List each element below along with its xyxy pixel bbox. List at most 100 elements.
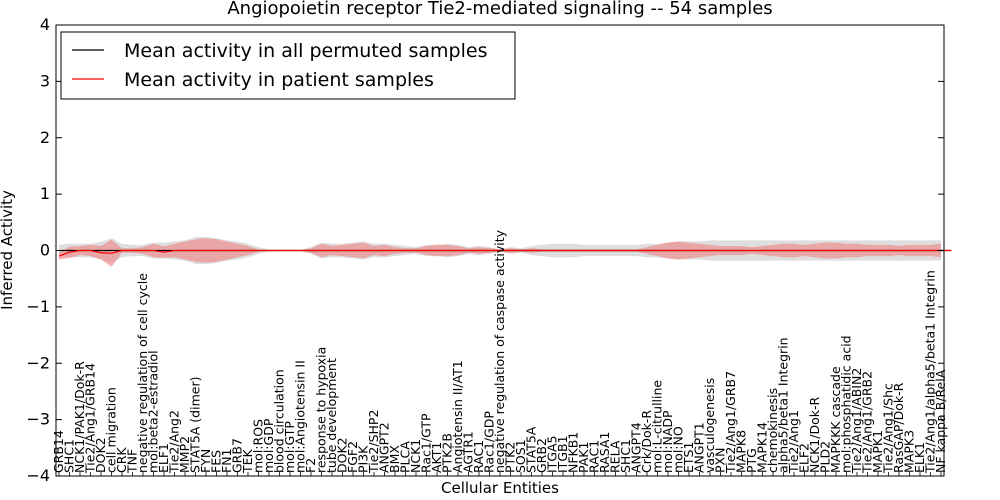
x-tick-label: FN1 [219, 449, 234, 474]
x-tick-label: Tie2/Ang2 [167, 410, 182, 474]
y-tick-label: −1 [26, 297, 50, 316]
x-tick-label: TNF [125, 449, 140, 474]
x-tick-label: DOK2 [335, 437, 350, 473]
x-tick-label: GRB14 [51, 430, 66, 473]
x-tick-label: RasGAP/Dok-R [891, 382, 906, 473]
x-tick-label: Tie2/Ang1/GRB2 [860, 371, 875, 474]
x-tick-label: NF kappa B/RelA [933, 369, 948, 473]
y-tick-label: 2 [40, 128, 50, 147]
x-tick-label: mol:beta2-estradiol [146, 350, 161, 473]
x-tick-label: response to hypoxia [314, 347, 329, 473]
y-tick-label: −2 [26, 353, 50, 372]
x-tick-label: TEK [240, 448, 255, 474]
x-tick-label: NCK1 [408, 439, 423, 473]
x-tick-label: AGTR1 [461, 431, 476, 473]
x-tick-label: Tie2/Ang1/alpha5/beta1 Integrin [923, 270, 938, 474]
x-tick-label: ITGA5 [545, 435, 560, 473]
x-tick-label: PTG [744, 448, 759, 473]
x-tick-label: MMP2 [177, 436, 192, 473]
x-tick-label: negative regulation of cell cycle [135, 273, 150, 473]
x-tick-label: PTK2B [440, 433, 455, 473]
x-tick-label: NCK1/PAK1/Dok-R [72, 361, 87, 473]
x-tick-label: Tie2/Ang1/GRB7 [723, 371, 738, 474]
x-tick-label: SHC1 [618, 439, 633, 473]
x-tick-label: ETS1 [681, 442, 696, 473]
x-tick-label: ELF2 [797, 443, 812, 473]
x-tick-label: RAC1 [471, 440, 486, 473]
x-axis-title: Cellular Entities [441, 479, 559, 497]
y-tick-label: 3 [40, 71, 50, 90]
x-tick-label: SHC1 [62, 439, 77, 473]
x-tick-label: mol:L-citrulline [650, 380, 665, 473]
x-tick-label: PAK1 [576, 442, 591, 473]
lines-layer [58, 249, 952, 257]
y-tick-label: 1 [40, 184, 50, 203]
x-tick-label: chemokinesis [765, 388, 780, 473]
x-tick-label: mol:GTP [282, 421, 297, 473]
x-tick-label: FES [209, 450, 224, 473]
x-tick-label: ANGPT1 [692, 422, 707, 473]
x-tick-label: FGF2 [345, 441, 360, 473]
x-tick-label: DOK2 [93, 437, 108, 473]
x-tick-label: ITGB1 [555, 435, 570, 473]
x-tick-label: Tie2/Ang1/Shc [881, 383, 896, 474]
x-tick-label: mol:ROS [251, 419, 266, 473]
x-tick-label: GRB7 [230, 438, 245, 473]
x-tick-label: Tie2/Ang1 [786, 410, 801, 474]
x-tick-label: MAPK3 [902, 430, 917, 473]
x-tick-label: RASA1 [597, 432, 612, 473]
legend-label-permuted: Mean activity in all permuted samples [124, 40, 487, 62]
x-tick-label: CRK [114, 447, 129, 473]
x-tick-label: mol:Angiotensin II [293, 360, 308, 473]
x-tick-label: PLD2 [818, 441, 833, 473]
x-tick-label: PLCA [398, 441, 413, 473]
x-tick-label: STAT5A [524, 426, 539, 473]
x-tick-label: GRB2 [534, 438, 549, 473]
x-tick-label: Rac1/GDP [482, 411, 497, 473]
legend-label-patient: Mean activity in patient samples [124, 69, 434, 91]
x-tick-label: Crk/Dok-R [639, 410, 654, 473]
x-tick-label: RELA [608, 440, 623, 473]
x-tick-label: PTK2 [503, 442, 518, 473]
x-tick-label: cell migration [104, 387, 119, 473]
x-tick-label: MAPK8 [734, 430, 749, 473]
x-tick-label: tube development [324, 358, 339, 473]
x-tick-label: vasculogenesis [702, 378, 717, 473]
x-tick-label: Angiotensin II/AT1 [450, 360, 465, 473]
y-axis: −4 −3 −2 −1 0 1 2 3 4 [26, 15, 944, 485]
x-tick-label: ELF1 [156, 443, 171, 473]
y-tick-label: −3 [26, 410, 50, 429]
y-tick-label: 0 [40, 241, 50, 260]
x-tick-label: mol:GDP [261, 418, 276, 473]
x-tick-label: RAC1 [587, 440, 602, 473]
x-tick-label: AKT1 [429, 442, 444, 473]
x-tick-label: Rac1/GTP [419, 413, 434, 473]
x-tick-label: Tie2/Ang1/GRB14 [83, 363, 98, 474]
chart-title: Angiopoietin receptor Tie2-mediated sign… [227, 0, 772, 19]
x-tick-label: blood circulation [272, 369, 287, 473]
x-tick-label: MAPK1 [870, 430, 885, 473]
x-tick-label: STAT5A (dimer) [188, 377, 203, 473]
y-tick-label: −4 [26, 466, 50, 485]
x-tick-label: ELK1 [912, 442, 927, 473]
x-tick-label: FYN [198, 449, 213, 473]
y-tick-label: 4 [40, 15, 50, 34]
x-tick-label: MAPKKK cascade [828, 366, 843, 473]
x-tick-label: alpha5/beta1 Integrin [776, 337, 791, 473]
x-tick-label: PI3K [356, 445, 371, 473]
legend: Mean activity in all permuted samples Me… [60, 31, 516, 100]
x-tick-label: NCK1/Dok-R [807, 397, 822, 473]
x-tick-label: NFKB1 [566, 432, 581, 473]
x-tick-label: negative regulation of caspase activity [492, 229, 507, 473]
x-tick-label: mol:NADP [660, 410, 675, 473]
legend-box [60, 31, 516, 100]
x-tick-label: F2 [303, 458, 318, 473]
x-tick-label: ANGPT2 [377, 422, 392, 473]
x-tick-label: Tie2/SHP2 [366, 410, 381, 474]
series-line-patient [58, 249, 952, 257]
x-tick-label: PXN [713, 448, 728, 473]
x-tick-label: ANGPT4 [629, 422, 644, 473]
y-axis-title: Inferred Activity [0, 190, 16, 310]
x-tick-label: mol:phosphatidic acid [839, 335, 854, 473]
